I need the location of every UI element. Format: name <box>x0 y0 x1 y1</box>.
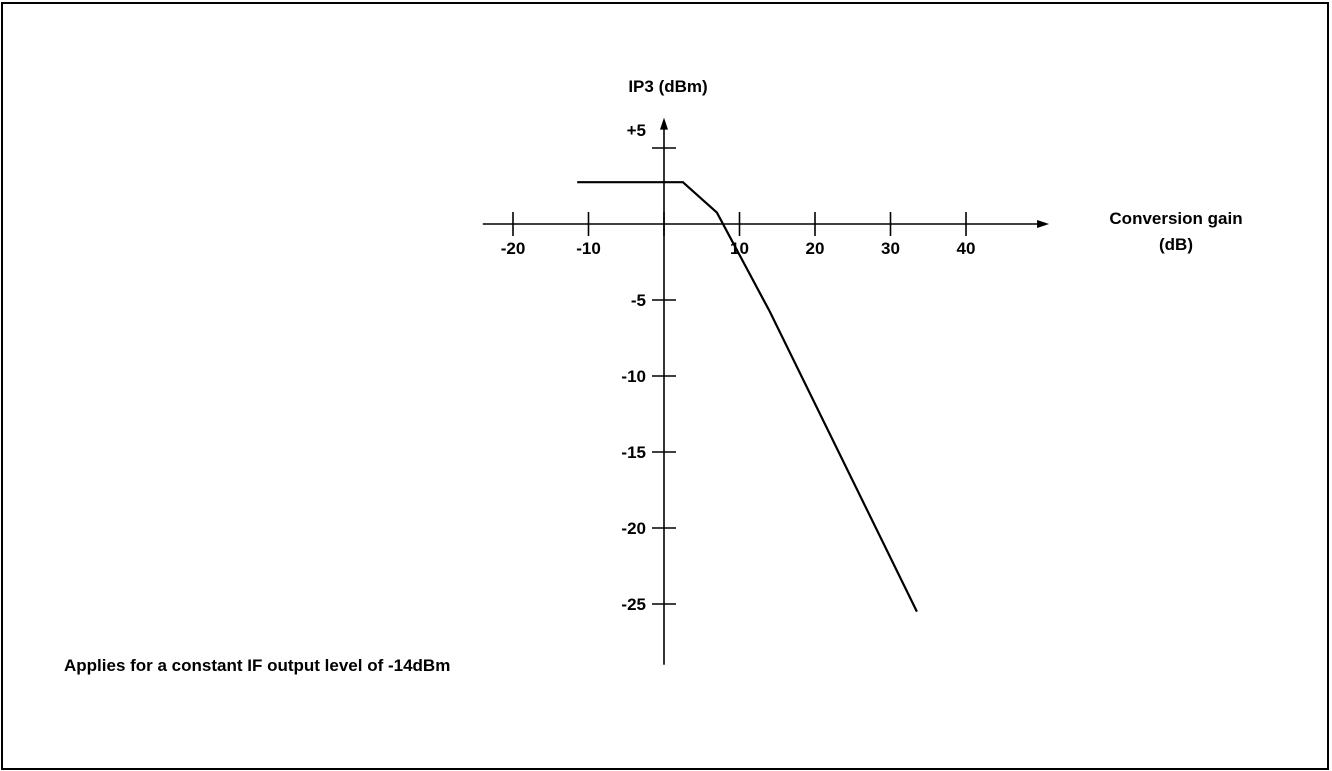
tick-marks <box>512 147 967 605</box>
y-tick-label: -20 <box>621 519 646 538</box>
tick-labels: -20 -10 10 20 30 40+5-5-10-15-20-25 <box>501 121 976 614</box>
x-axis-label-line1: Conversion gain <box>1109 209 1242 228</box>
annotation-text: Applies for a constant IF output level o… <box>64 656 450 675</box>
x-tick-label: 30 <box>881 239 900 258</box>
y-tick-label: +5 <box>627 121 646 140</box>
y-tick-label: -10 <box>621 367 646 386</box>
x-tick-label: -20 <box>501 239 526 258</box>
x-tick-label: -10 <box>576 239 601 258</box>
y-tick-label: -25 <box>621 595 646 614</box>
axes <box>482 117 1050 665</box>
y-tick-label: -15 <box>621 443 646 462</box>
x-axis-arrow <box>1037 220 1050 228</box>
y-axis-label: IP3 (dBm) <box>628 77 707 96</box>
series-group <box>577 181 918 613</box>
x-tick-label: 20 <box>806 239 825 258</box>
y-axis-arrow <box>660 117 668 130</box>
series-line-1 <box>577 181 918 613</box>
x-tick-label: 40 <box>957 239 976 258</box>
y-tick-label: -5 <box>631 291 646 310</box>
x-axis-label-line2: (dB) <box>1159 235 1193 254</box>
